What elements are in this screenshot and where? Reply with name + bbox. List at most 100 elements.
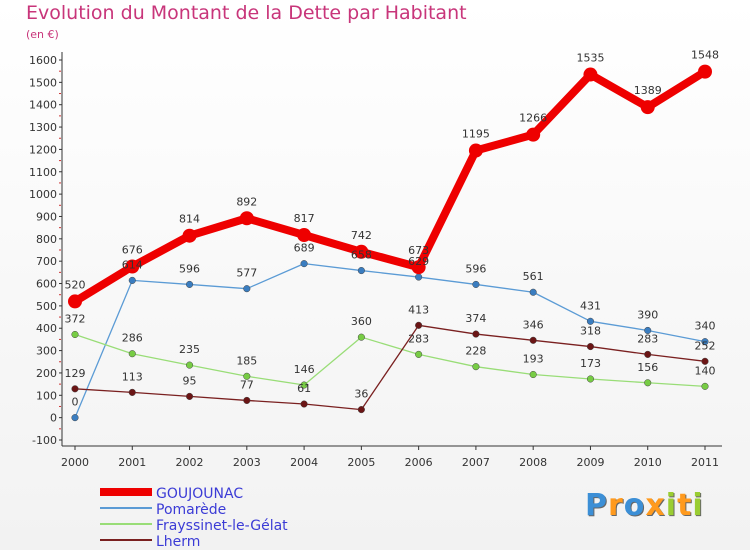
x-tick-label: 2004 xyxy=(290,456,318,469)
data-label: 577 xyxy=(236,267,257,280)
data-label: 629 xyxy=(408,255,429,268)
data-point xyxy=(472,330,480,338)
data-point xyxy=(529,288,537,296)
data-point xyxy=(529,336,537,344)
data-point xyxy=(68,294,82,309)
legend-label: Frayssinet-le-Gélat xyxy=(156,518,288,534)
data-label: 658 xyxy=(351,249,372,262)
logo-letter: i xyxy=(665,488,678,523)
data-point xyxy=(185,280,194,288)
data-point xyxy=(415,273,423,281)
data-point xyxy=(472,280,480,288)
data-label: 360 xyxy=(351,315,372,328)
series-line-pomar-de xyxy=(74,262,706,418)
y-tick-label: 1400 xyxy=(29,99,57,112)
series-line-frayssinet-le-g-lat xyxy=(74,333,706,388)
data-label: 286 xyxy=(122,332,143,345)
data-label: 413 xyxy=(408,303,429,316)
x-tick-label: 2003 xyxy=(233,456,261,469)
data-label: 374 xyxy=(465,312,486,325)
data-label: 1389 xyxy=(634,84,662,97)
data-label: 318 xyxy=(580,325,601,338)
y-tick-label: 600 xyxy=(36,278,57,291)
data-point xyxy=(71,414,79,422)
data-label: 252 xyxy=(695,339,716,352)
y-tick-label: 1500 xyxy=(29,76,57,89)
data-point xyxy=(357,406,365,414)
data-point xyxy=(701,357,709,365)
x-tick-label: 2006 xyxy=(405,456,433,469)
data-label: 676 xyxy=(122,244,143,257)
logo-letter: o xyxy=(623,488,646,523)
x-tick-label: 2011 xyxy=(691,456,719,469)
data-point xyxy=(698,64,712,79)
data-label: 228 xyxy=(465,345,486,358)
chart-title: Evolution du Montant de la Dette par Hab… xyxy=(26,2,467,24)
data-point xyxy=(415,321,423,329)
data-label: 113 xyxy=(122,370,143,383)
logo-letter: P xyxy=(585,488,608,523)
data-point xyxy=(300,381,308,389)
data-point xyxy=(701,338,709,346)
data-point xyxy=(182,228,197,243)
data-label: 1266 xyxy=(519,112,547,125)
data-point xyxy=(526,127,541,142)
series-line-lherm xyxy=(74,324,706,411)
series-line-goujounac xyxy=(72,68,708,305)
y-tick-label: 0 xyxy=(50,412,57,425)
y-tick-label: 400 xyxy=(36,322,57,335)
data-point xyxy=(300,260,308,268)
data-label: 129 xyxy=(65,367,86,380)
data-point xyxy=(586,317,595,325)
data-point xyxy=(185,392,194,400)
data-label: 614 xyxy=(122,258,143,271)
data-point xyxy=(128,388,136,396)
data-label: 283 xyxy=(637,332,658,345)
logo-letter: t xyxy=(677,488,693,523)
data-point xyxy=(468,143,483,158)
x-tick-label: 2008 xyxy=(519,456,547,469)
x-tick-label: 2009 xyxy=(576,456,604,469)
data-point xyxy=(185,361,194,369)
data-point xyxy=(529,370,537,379)
logo-letter: x xyxy=(645,488,666,523)
data-label: 235 xyxy=(179,343,200,356)
data-label: 0 xyxy=(72,396,79,409)
data-label: 520 xyxy=(65,278,86,291)
data-label: 36 xyxy=(354,388,368,401)
y-tick-label: 1600 xyxy=(29,54,57,67)
data-label: 817 xyxy=(294,212,315,225)
data-label: 173 xyxy=(580,357,601,370)
y-tick-label: 900 xyxy=(36,210,57,223)
data-point xyxy=(357,333,365,341)
data-label: 77 xyxy=(240,378,254,391)
x-tick-label: 2007 xyxy=(462,456,490,469)
x-tick-label: 2001 xyxy=(118,456,146,469)
y-tick-label: 1000 xyxy=(29,188,57,201)
data-point xyxy=(644,350,652,358)
data-point xyxy=(644,379,652,387)
data-point xyxy=(243,396,251,404)
data-point xyxy=(415,350,423,358)
logo-letter: i xyxy=(692,488,704,523)
data-point xyxy=(128,350,136,358)
x-tick-label: 2005 xyxy=(347,456,375,469)
y-tick-label: 800 xyxy=(36,233,57,246)
y-tick-label: 1300 xyxy=(29,121,57,134)
x-tick-label: 2002 xyxy=(176,456,204,469)
data-label: 561 xyxy=(523,270,544,283)
data-point xyxy=(586,375,595,383)
data-label: 1548 xyxy=(691,49,719,62)
data-point xyxy=(354,244,369,259)
data-label: 892 xyxy=(236,195,257,208)
x-tick-label: 2000 xyxy=(61,456,89,469)
data-point xyxy=(243,285,251,293)
data-label: 346 xyxy=(523,318,544,331)
data-point xyxy=(239,211,254,226)
data-label: 193 xyxy=(523,353,544,366)
data-label: 340 xyxy=(695,320,716,333)
y-tick-label: 1200 xyxy=(29,143,57,156)
proxiti-logo: Proxiti xyxy=(585,488,704,523)
data-label: 146 xyxy=(294,363,315,376)
y-tick-label: -100 xyxy=(32,434,57,447)
